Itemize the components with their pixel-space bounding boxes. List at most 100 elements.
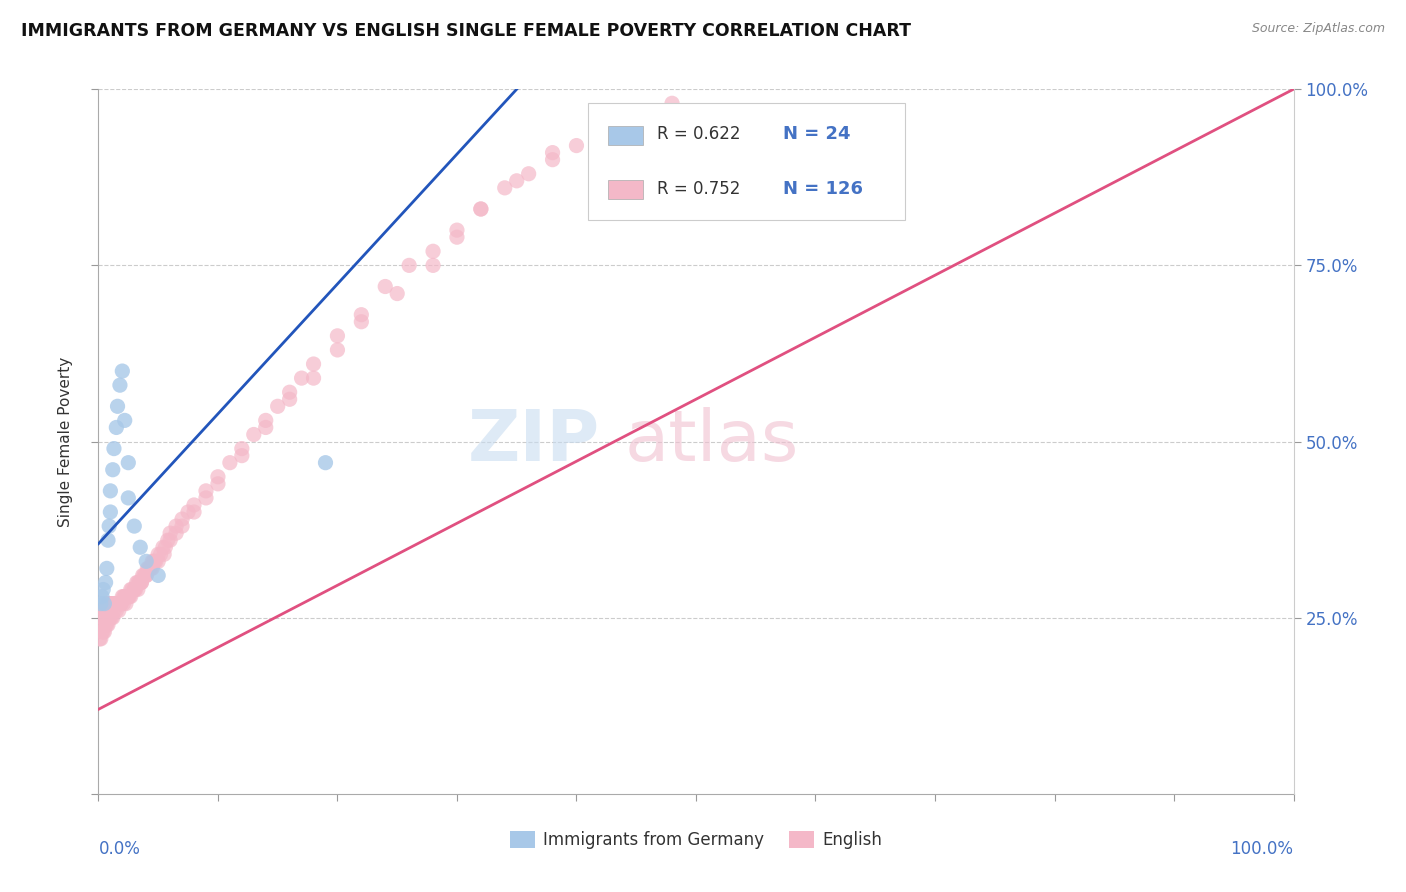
Point <box>129 575 152 590</box>
Point <box>105 597 128 611</box>
Point <box>93 597 115 611</box>
Point <box>494 181 516 195</box>
Point <box>125 575 148 590</box>
Point <box>141 554 163 568</box>
Point <box>517 167 540 181</box>
Point <box>89 632 111 646</box>
Point <box>374 279 396 293</box>
Point <box>117 491 139 505</box>
Point <box>91 610 114 624</box>
Point <box>195 483 218 498</box>
Point <box>326 328 349 343</box>
Point <box>115 590 138 604</box>
Point <box>124 519 146 533</box>
Point <box>120 582 142 597</box>
Point <box>107 399 129 413</box>
Point <box>91 610 114 624</box>
Point <box>149 547 172 561</box>
Point <box>124 582 146 597</box>
Point <box>134 568 156 582</box>
Point <box>93 624 115 639</box>
Point <box>183 498 205 512</box>
Point <box>350 308 373 322</box>
Point <box>127 575 149 590</box>
Point <box>94 604 117 618</box>
Point <box>107 597 129 611</box>
Text: 100.0%: 100.0% <box>1230 839 1294 858</box>
Point <box>97 533 120 548</box>
Point <box>111 364 134 378</box>
Point <box>195 491 218 505</box>
Point <box>112 597 135 611</box>
Point <box>98 610 122 624</box>
Point <box>104 597 127 611</box>
Point <box>103 442 125 456</box>
Point <box>231 442 253 456</box>
Point <box>153 547 176 561</box>
Point <box>470 202 492 216</box>
Text: IMMIGRANTS FROM GERMANY VS ENGLISH SINGLE FEMALE POVERTY CORRELATION CHART: IMMIGRANTS FROM GERMANY VS ENGLISH SINGL… <box>21 22 911 40</box>
Point <box>98 597 122 611</box>
Point <box>97 617 120 632</box>
Point <box>124 582 146 597</box>
Point <box>117 590 139 604</box>
Point <box>103 597 125 611</box>
Point <box>101 610 124 624</box>
Point <box>98 597 121 611</box>
Point <box>422 244 444 259</box>
Point <box>243 427 266 442</box>
Point <box>111 590 134 604</box>
Point <box>108 597 131 611</box>
Point <box>128 575 150 590</box>
Point <box>97 597 120 611</box>
Point <box>115 597 138 611</box>
Point <box>101 597 124 611</box>
Point <box>398 259 420 273</box>
Point <box>143 554 166 568</box>
Point <box>136 561 159 575</box>
Point <box>112 590 135 604</box>
Point <box>506 174 529 188</box>
Point <box>121 582 143 597</box>
Point <box>142 554 165 568</box>
Point <box>90 632 112 646</box>
Point <box>148 554 170 568</box>
Point <box>177 505 200 519</box>
Text: atlas: atlas <box>624 407 799 476</box>
Text: 0.0%: 0.0% <box>98 839 141 858</box>
Point <box>105 420 128 434</box>
Point <box>98 483 122 498</box>
Point <box>541 153 564 167</box>
Point <box>291 371 314 385</box>
Point <box>254 413 277 427</box>
Point <box>117 590 139 604</box>
Point <box>207 469 229 483</box>
Point <box>141 561 163 575</box>
Point <box>90 617 112 632</box>
Point <box>267 399 290 413</box>
Point <box>124 582 146 597</box>
Point <box>96 597 118 611</box>
Point <box>96 561 118 575</box>
Point <box>183 505 205 519</box>
Point <box>278 385 301 400</box>
Point <box>661 96 683 111</box>
Point <box>114 413 136 427</box>
Point <box>145 554 167 568</box>
Point <box>91 582 114 597</box>
Text: R = 0.622: R = 0.622 <box>657 125 740 143</box>
Point <box>98 610 121 624</box>
FancyBboxPatch shape <box>607 126 644 145</box>
FancyBboxPatch shape <box>607 180 644 199</box>
Point <box>96 617 118 632</box>
Point <box>91 624 114 639</box>
Point <box>131 575 153 590</box>
Point <box>110 597 132 611</box>
Point <box>93 604 115 618</box>
Point <box>172 512 194 526</box>
Point <box>315 456 337 470</box>
Point <box>254 420 277 434</box>
Point <box>422 259 444 273</box>
Point <box>129 541 152 555</box>
Point <box>115 590 138 604</box>
